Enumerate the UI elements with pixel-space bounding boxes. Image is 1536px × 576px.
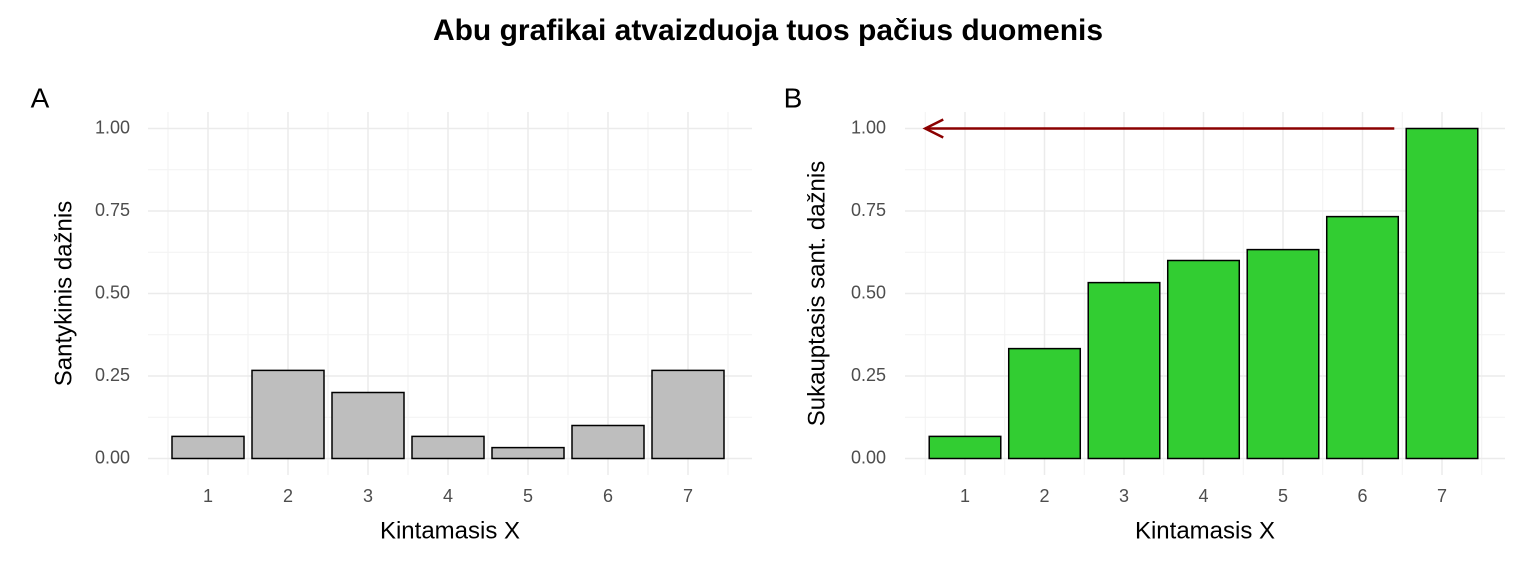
x-tick-label: 2 xyxy=(1039,486,1049,506)
bar xyxy=(251,369,325,460)
y-tick-label: 0.50 xyxy=(851,282,886,302)
y-tick-label: 0.75 xyxy=(851,200,886,220)
y-tick-label: 0.25 xyxy=(95,365,130,385)
bar xyxy=(1405,127,1479,460)
x-tick-label: 5 xyxy=(523,486,533,506)
x-tick-label: 7 xyxy=(1437,486,1447,506)
y-axis-title: Sukauptasis sant. dažnis xyxy=(803,161,830,427)
x-tick-label: 5 xyxy=(1278,486,1288,506)
y-tick-label: 0.75 xyxy=(95,200,130,220)
y-tick-label: 0.00 xyxy=(95,447,130,467)
bar xyxy=(411,435,485,460)
x-tick-label: 2 xyxy=(283,486,293,506)
y-tick-label: 1.00 xyxy=(95,117,130,137)
x-axis-title: Kintamasis X xyxy=(1135,517,1275,544)
x-tick-label: 1 xyxy=(203,486,213,506)
bar xyxy=(571,424,645,460)
x-tick-label: 4 xyxy=(1198,486,1208,506)
x-tick-label: 1 xyxy=(960,486,970,506)
x-tick-label: 7 xyxy=(683,486,693,506)
bar xyxy=(928,435,1002,460)
y-tick-label: 1.00 xyxy=(851,117,886,137)
bar xyxy=(491,446,565,460)
bar xyxy=(1325,215,1400,460)
bar xyxy=(1166,259,1241,460)
x-tick-label: 3 xyxy=(1119,486,1129,506)
panel-tag: A xyxy=(31,82,50,113)
y-tick-label: 0.00 xyxy=(851,447,886,467)
panel-tag: B xyxy=(784,82,803,113)
bar xyxy=(1246,248,1320,460)
x-tick-label: 4 xyxy=(443,486,453,506)
y-axis-title: Santykinis dažnis xyxy=(50,201,77,386)
y-tick-label: 0.50 xyxy=(95,282,130,302)
y-tick-label: 0.25 xyxy=(851,365,886,385)
arrow-head xyxy=(922,118,944,139)
bar xyxy=(651,369,725,460)
bar xyxy=(1087,281,1161,460)
bar xyxy=(331,391,405,460)
figure-title: Abu grafikai atvaizduoja tuos pačius duo… xyxy=(433,14,1103,47)
bar xyxy=(1007,347,1082,460)
x-tick-label: 3 xyxy=(363,486,373,506)
x-tick-label: 6 xyxy=(603,486,613,506)
x-tick-label: 6 xyxy=(1357,486,1367,506)
bar xyxy=(171,435,245,460)
x-axis-title: Kintamasis X xyxy=(380,517,520,544)
